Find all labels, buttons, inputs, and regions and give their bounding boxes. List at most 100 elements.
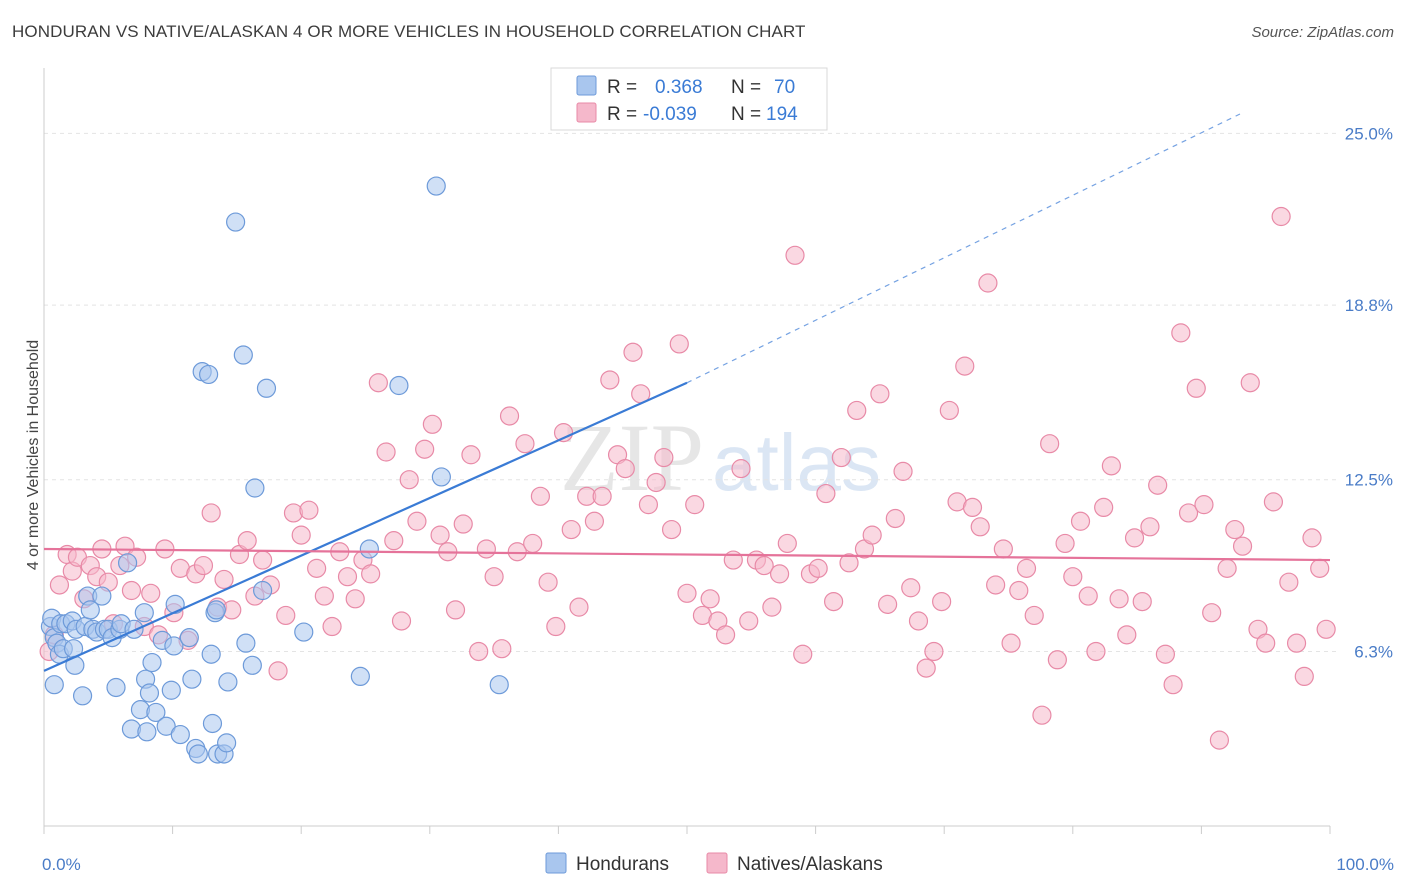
scatter-point (137, 722, 157, 742)
scatter-point (469, 641, 489, 662)
scatter-point (1024, 605, 1044, 626)
scatter-point (415, 439, 435, 459)
y-axis-label: 4 or more Vehicles in Household (25, 340, 42, 570)
scatter-point (623, 342, 643, 362)
scatter-point (1194, 495, 1214, 515)
y-tick-label: 18.8% (1345, 296, 1393, 315)
scatter-point (1286, 633, 1307, 653)
y-tick-label: 12.5% (1345, 471, 1393, 490)
scatter-point (816, 483, 836, 504)
scatter-point (337, 567, 358, 587)
scatter-point (646, 472, 666, 493)
scatter-point (661, 519, 682, 540)
scatter-point (1186, 378, 1206, 398)
scatter-point (538, 572, 558, 592)
scatter-point (1101, 456, 1121, 476)
scatter-point (199, 364, 219, 385)
scatter-point (182, 669, 202, 689)
scatter-point (769, 564, 790, 584)
scatter-point (1078, 586, 1098, 606)
scatter-point (1232, 536, 1253, 556)
scatter-point (1155, 644, 1175, 664)
scatter-point (569, 597, 589, 617)
scatter-point (80, 600, 100, 620)
scatter-point (237, 531, 257, 551)
scatter-point (1132, 591, 1152, 612)
scatter-point (294, 622, 314, 642)
legend-n-value-0: 70 (774, 77, 795, 98)
scatter-point (901, 578, 921, 598)
scatter-point (121, 580, 142, 601)
scatter-point (924, 641, 944, 662)
scatter-point (1310, 558, 1330, 578)
scatter-point (878, 594, 898, 614)
bottom-legend-label-natives: Natives/Alaskans (737, 854, 883, 875)
scatter-point (638, 495, 659, 515)
scatter-point (654, 447, 674, 468)
scatter-point (731, 459, 751, 479)
axes (43, 68, 1331, 834)
scatter-point (139, 683, 160, 703)
scatter-point (1001, 633, 1021, 653)
trend-line-hondurans-extension (686, 113, 1241, 384)
scatter-point (345, 589, 365, 609)
trend-line-natives-alaskans (43, 547, 1331, 562)
scatter-point (893, 461, 913, 481)
scatter-point (291, 525, 311, 545)
scatter-point (1117, 625, 1137, 645)
scatter-point (407, 511, 427, 531)
scatter-point (106, 677, 126, 698)
scatter-point (124, 619, 144, 639)
scatter-point (777, 533, 797, 554)
legend-swatch-natives (576, 102, 597, 123)
scatter-point (492, 639, 512, 659)
scatter-point (1163, 675, 1183, 695)
scatter-point (1225, 519, 1245, 540)
scatter-point (785, 245, 805, 265)
scatter-point (322, 616, 342, 637)
scatter-point (584, 511, 605, 531)
scatter-point (824, 591, 844, 612)
legend-swatch-hondurans (576, 75, 597, 96)
scatter-point (1032, 705, 1052, 725)
x-tick-label: 100.0% (1336, 855, 1394, 874)
scatter-point (993, 539, 1013, 559)
scatter-point (754, 555, 774, 576)
scatter-point (515, 434, 535, 454)
scatter-point (1040, 434, 1060, 454)
scatter-point (1124, 528, 1145, 548)
scatter-point (142, 652, 162, 673)
scatter-point (165, 594, 185, 614)
scatter-point (484, 567, 504, 587)
scatter-point (499, 406, 520, 426)
scatter-point (916, 658, 936, 678)
y-tick-label: 25.0% (1345, 124, 1393, 143)
series-layer (39, 176, 1336, 764)
scatter-point (245, 478, 265, 498)
scatter-point (523, 533, 543, 554)
scatter-point (1209, 730, 1230, 750)
scatter-point (1279, 572, 1299, 592)
scatter-point (161, 680, 181, 700)
scatter-point (700, 589, 720, 609)
scatter-point (350, 666, 370, 687)
y-tick-label: 6.3% (1354, 642, 1393, 661)
scatter-point (1294, 666, 1314, 687)
scatter-point (44, 675, 64, 695)
scatter-point (677, 583, 697, 603)
scatter-point (715, 625, 736, 645)
scatter-point (1263, 492, 1284, 512)
scatter-point (201, 644, 221, 664)
legend-r-value-1: -0.039 (643, 104, 697, 125)
scatter-point (361, 564, 381, 584)
scatter-point (1063, 567, 1083, 587)
scatter-point (561, 519, 581, 540)
scatter-point (426, 176, 446, 196)
scatter-point (592, 486, 612, 506)
scatter-point (1178, 503, 1199, 523)
legend-r-value-0: 0.368 (655, 77, 703, 98)
scatter-point (256, 378, 277, 398)
scatter-point (134, 603, 154, 623)
scatter-point (384, 531, 404, 551)
